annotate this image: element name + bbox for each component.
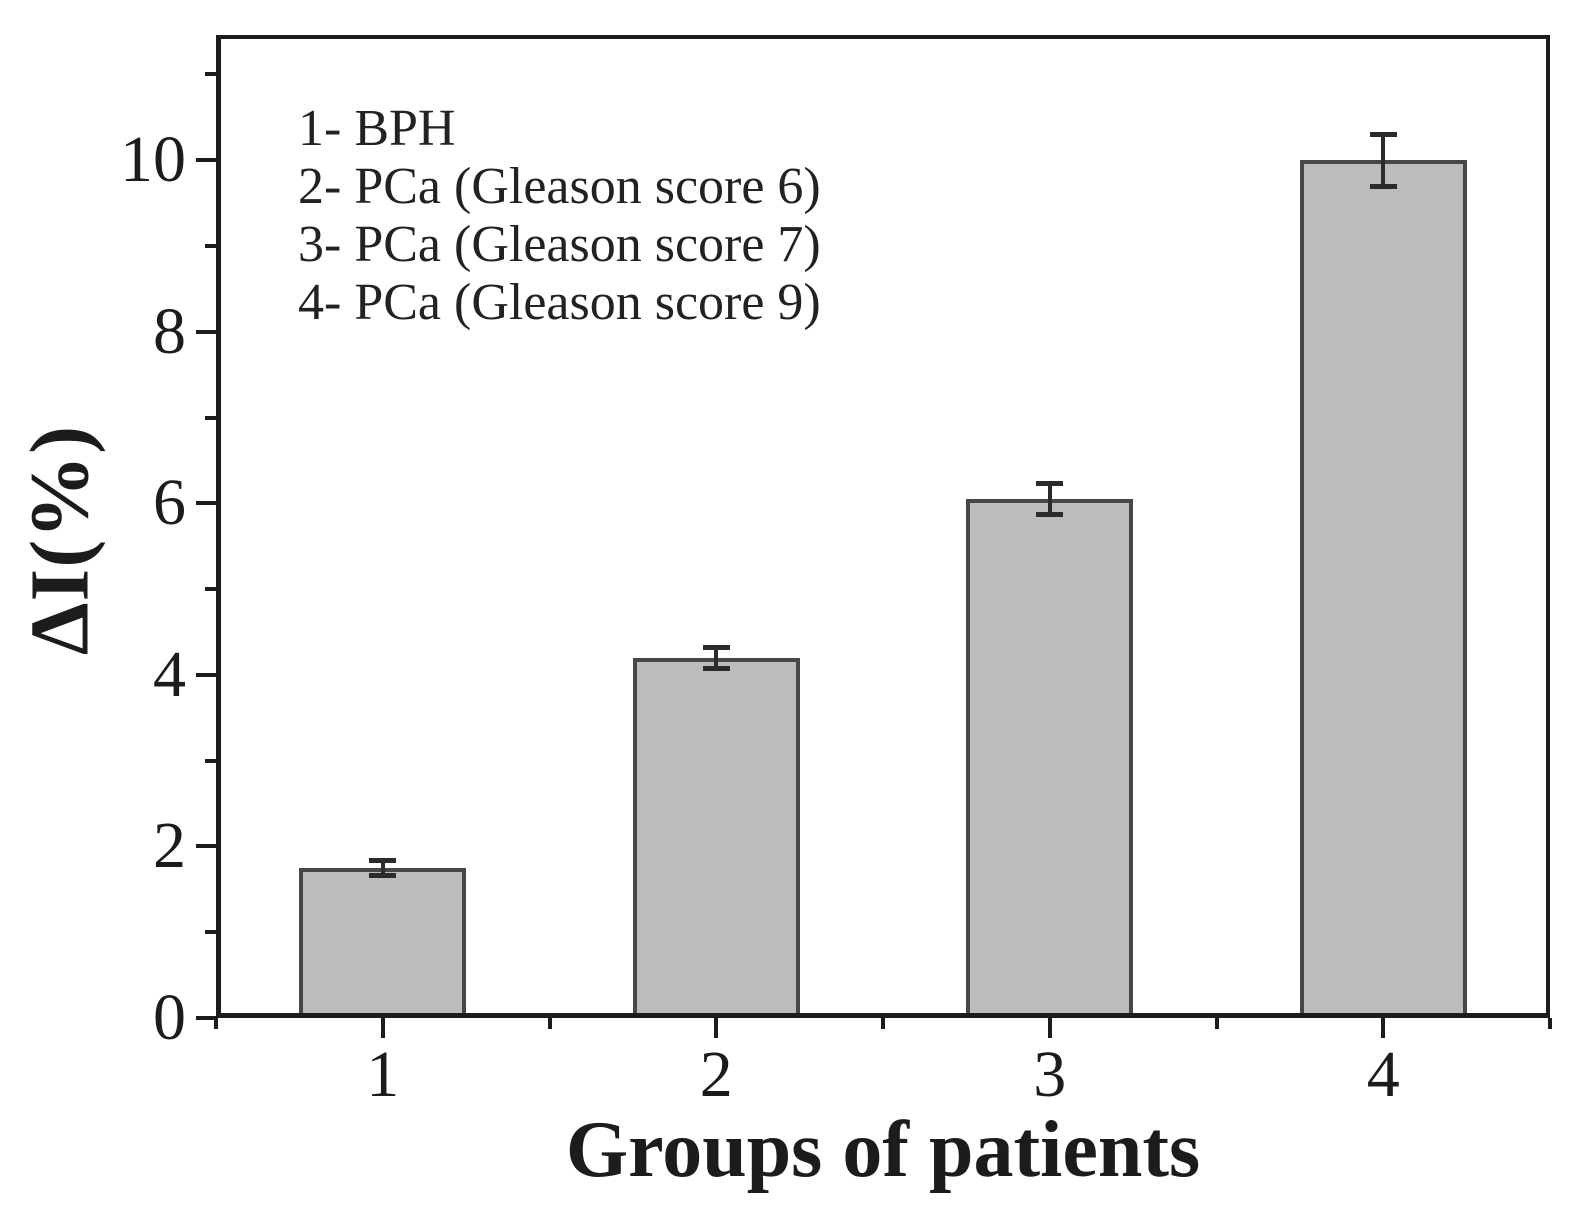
x-axis-title: Groups of patients [565, 1106, 1201, 1194]
x-axis-minor-tick [214, 1018, 218, 1029]
error-bar-cap-top [369, 858, 397, 864]
legend-item: 1- BPH [298, 100, 456, 157]
error-bar-whisker [1047, 482, 1052, 516]
bar-group-3 [966, 499, 1134, 1013]
x-axis-minor-tick [547, 1018, 552, 1029]
y-axis-tick-label: 10 [120, 123, 186, 197]
legend-item: 2- PCa (Gleason score 6) [298, 158, 821, 215]
x-axis-tick-label: 2 [699, 1038, 733, 1111]
x-axis-major-tick [1381, 1018, 1386, 1038]
y-axis-major-tick [196, 844, 216, 849]
legend-item: 4- PCa (Gleason score 9) [298, 274, 821, 331]
x-axis-tick-label: 4 [1366, 1038, 1400, 1111]
y-axis-tick-label: 6 [153, 466, 186, 540]
x-axis-minor-tick [881, 1018, 885, 1029]
y-axis-tick-label: 0 [153, 981, 186, 1054]
y-axis-title: ΔI(%) [13, 424, 107, 656]
y-axis-minor-tick [205, 415, 216, 420]
error-bar-cap-top [702, 644, 730, 650]
x-axis-minor-tick [1548, 1018, 1552, 1029]
x-axis-major-tick [714, 1018, 719, 1038]
x-axis-tick-label: 3 [1033, 1038, 1067, 1111]
y-axis-tick-label: 4 [153, 637, 186, 711]
y-axis-minor-tick [205, 587, 216, 592]
y-axis-major-tick [196, 672, 216, 677]
error-bar-whisker [380, 860, 385, 876]
x-axis-minor-tick [1214, 1018, 1219, 1029]
error-bar-cap-bottom [702, 665, 730, 671]
error-bar-cap-bottom [1369, 183, 1397, 189]
y-axis-major-tick [196, 329, 216, 334]
y-axis-minor-tick [205, 758, 216, 763]
error-bar-cap-top [1369, 131, 1397, 137]
error-bar-cap-top [1036, 480, 1064, 486]
bar-group-1 [299, 867, 467, 1013]
x-axis-major-tick [380, 1018, 385, 1038]
y-axis-minor-tick [205, 244, 216, 248]
legend-item: 3- PCa (Gleason score 7) [298, 216, 821, 273]
error-bar-whisker [714, 646, 719, 669]
y-axis-major-tick [196, 1016, 216, 1020]
y-axis-tick-label: 8 [153, 294, 186, 368]
y-axis-tick-label: 2 [153, 809, 186, 883]
error-bar-cap-bottom [369, 872, 397, 878]
error-bar-whisker [1381, 133, 1386, 187]
chart-legend: 1- BPH 2- PCa (Gleason score 6) 3- PCa (Gl… [298, 100, 821, 332]
error-bar-cap-bottom [1036, 512, 1064, 518]
bar-group-2 [632, 657, 800, 1013]
y-axis-minor-tick [205, 72, 216, 77]
y-axis-major-tick [196, 501, 216, 506]
x-axis-tick-label: 1 [366, 1038, 400, 1111]
y-axis-major-tick [196, 158, 216, 163]
x-axis-major-tick [1047, 1018, 1052, 1038]
bar-group-4 [1299, 160, 1467, 1013]
y-axis-minor-tick [205, 930, 216, 935]
